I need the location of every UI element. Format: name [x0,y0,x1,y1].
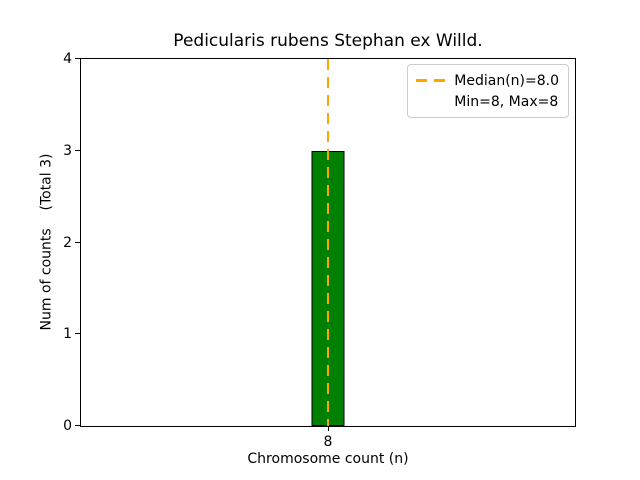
x-axis-label: Chromosome count (n) [247,451,409,467]
legend-label-median: Median(n)=8.0 [454,72,559,89]
y-tick-label: 2 [63,234,72,251]
legend-entry-median: Median(n)=8.0 [416,70,559,91]
y-tick-label: 4 [63,51,72,67]
legend-empty-marker [416,100,446,103]
y-tick-mark [75,149,80,151]
y-tick-label: 3 [63,142,72,159]
legend-entry-minmax: Min=8, Max=8 [416,91,559,112]
y-axis-label: Num of counts (Total 3) [38,153,55,331]
y-tick-label: 0 [63,418,72,434]
y-tick-mark [75,425,80,426]
x-tick-mark [327,426,329,431]
y-tick-mark [75,58,80,59]
y-tick-mark [75,333,80,335]
median-line [327,59,329,426]
legend-label-minmax: Min=8, Max=8 [454,93,559,110]
dashed-line-icon [416,79,447,82]
x-tick-label: 8 [323,434,333,450]
y-tick-mark [75,241,80,243]
chart-title: Pedicularis rubens Stephan ex Willd. [173,31,483,51]
plot-area: 8 0 1 2 3 4 Median(n)=8.0 Min=8, Max=8 [63,52,576,449]
y-tick-label: 1 [63,326,72,343]
legend: Median(n)=8.0 Min=8, Max=8 [407,64,569,118]
